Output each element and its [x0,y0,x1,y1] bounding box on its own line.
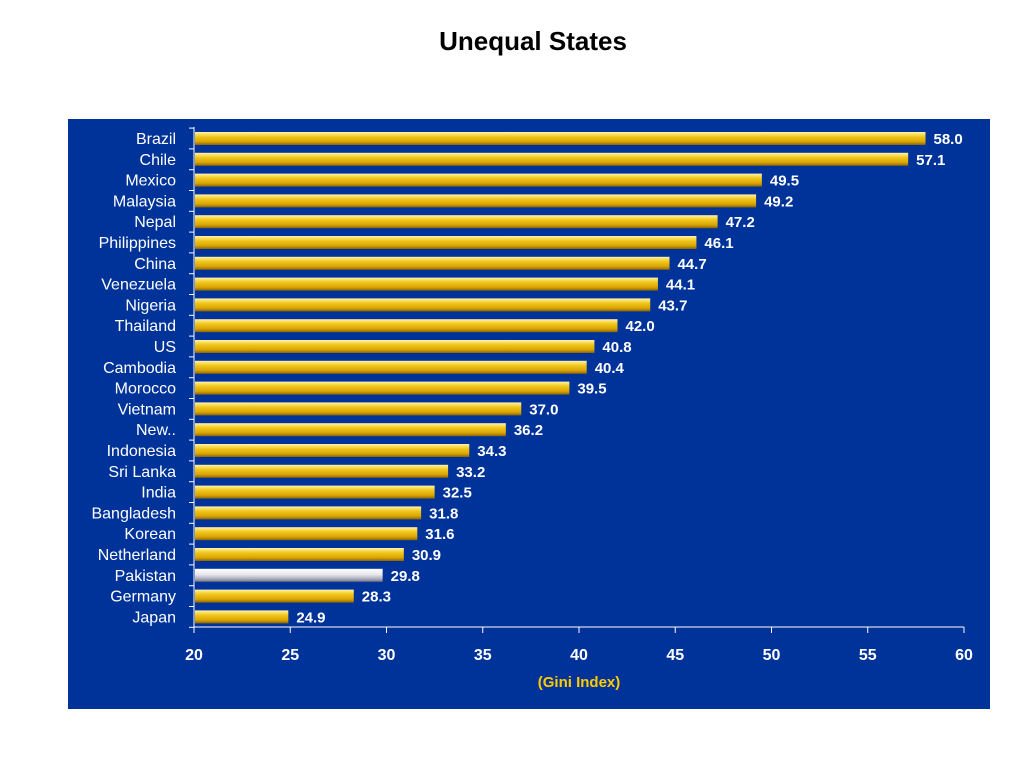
x-tick-label: 40 [570,647,588,664]
bar [195,444,470,457]
x-tick-label: 50 [763,647,781,664]
bar [195,298,651,312]
bar [195,610,289,624]
value-label: 39.5 [577,381,606,398]
value-label: 33.2 [456,464,485,481]
value-label: 29.8 [391,568,420,585]
category-label: Malaysia [113,193,176,210]
bar [195,340,595,353]
bar [195,360,587,374]
bar [195,423,506,437]
category-label: India [141,485,176,502]
bar [195,194,757,208]
x-tick-label: 60 [955,647,973,664]
value-label: 49.2 [764,193,793,210]
value-label: 46.1 [704,235,733,252]
x-tick-label: 55 [859,647,877,664]
bar [195,527,418,541]
category-label: Sri Lanka [108,464,176,481]
bar [195,506,422,520]
bar [195,381,570,395]
x-tick-label: 25 [281,647,299,664]
bar [195,319,618,333]
category-label: Germany [110,589,176,606]
value-label: 42.0 [626,318,655,335]
value-label: 49.5 [770,173,799,190]
bar [195,464,449,478]
category-label: Japan [132,609,176,626]
value-label: 30.9 [412,547,441,564]
category-label: Nepal [134,214,176,231]
value-label: 43.7 [658,297,687,314]
bar [195,256,670,270]
category-label: Venezuela [101,277,176,294]
category-label: Morocco [115,381,176,398]
category-label: Chile [140,152,177,169]
bar [195,236,697,249]
category-label: Indonesia [107,443,176,460]
x-tick-label: 35 [474,647,492,664]
bar [195,215,718,229]
value-label: 44.7 [677,256,706,273]
category-label: Bangladesh [91,505,176,522]
category-label: Brazil [136,131,176,148]
value-label: 40.8 [602,339,631,356]
value-label: 47.2 [726,214,755,231]
bar [195,132,926,145]
category-label: Philippines [99,235,176,252]
bar [195,277,658,291]
category-label: Pakistan [115,568,176,585]
value-label: 37.0 [529,401,558,418]
value-label: 28.3 [362,589,391,606]
bar [195,589,354,603]
bar [195,152,909,166]
value-label: 40.4 [595,360,625,377]
category-label: Korean [124,526,176,543]
category-label: Vietnam [118,401,176,418]
chart-panel: Brazil 58.0 Chile 57.1 Mexico 49.5 Malaysia 49.… [68,119,990,709]
x-tick-label: 45 [666,647,684,664]
page-title: Unequal States [439,26,627,56]
category-label: US [154,339,176,356]
category-label: New.. [136,422,176,439]
value-label: 34.3 [477,443,506,460]
category-label: Mexico [125,173,176,190]
x-tick-label: 20 [185,647,203,664]
gini-bar-chart: Brazil 58.0 Chile 57.1 Mexico 49.5 Malaysia 49.… [91,127,973,691]
bar [195,402,522,416]
category-label: Netherland [98,547,176,564]
value-label: 58.0 [934,131,963,148]
category-label: Thailand [115,318,176,335]
bar [195,173,762,187]
x-tick-label: 30 [378,647,396,664]
bar [195,548,404,561]
value-label: 32.5 [443,485,472,502]
bar [195,485,435,499]
value-label: 24.9 [296,609,325,626]
value-label: 31.8 [429,505,458,522]
value-label: 36.2 [514,422,543,439]
category-label: Cambodia [103,360,176,377]
value-label: 31.6 [425,526,454,543]
category-label: China [134,256,176,273]
bar-highlight [195,568,383,582]
category-label: Nigeria [125,297,176,314]
x-axis-title: (Gini Index) [538,674,621,691]
value-label: 57.1 [916,152,945,169]
value-label: 44.1 [666,277,695,294]
